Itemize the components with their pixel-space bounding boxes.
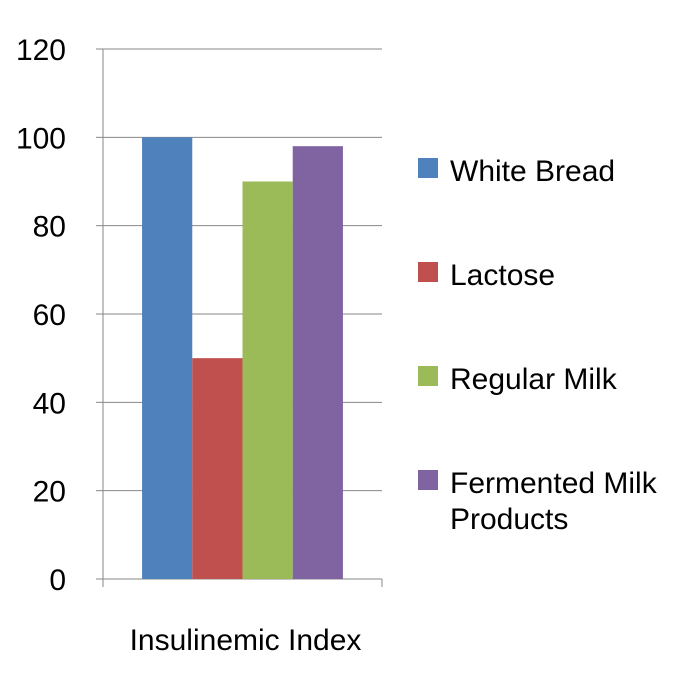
y-tick-label: 100 [16, 122, 66, 155]
y-tick-label: 60 [33, 299, 66, 332]
legend-label-lactose: Lactose [450, 259, 556, 292]
legend-label-white-bread: White Bread [450, 155, 616, 188]
y-tick-label: 80 [33, 211, 66, 244]
legend-swatch-fermented-milk-products [418, 470, 438, 490]
bars [142, 137, 343, 580]
x-axis-category-labels: Insulinemic Index [130, 624, 362, 657]
y-tick-label: 120 [16, 34, 66, 67]
legend-label-fermented-milk-products: Fermented Milk Products [450, 467, 657, 536]
legend-swatch-regular-milk [418, 366, 438, 386]
bar-white-bread [142, 137, 193, 580]
bar-fermented-milk-products [292, 146, 343, 579]
y-tick-label: 0 [49, 564, 66, 597]
legend-swatch-lactose [418, 262, 438, 282]
bar-regular-milk [242, 181, 293, 579]
legend-swatch-white-bread [418, 158, 438, 178]
legend-label-regular-milk: Regular Milk [450, 363, 617, 396]
y-axis-tick-labels: 0 20 40 60 80 100 120 [16, 34, 66, 597]
x-category-label: Insulinemic Index [130, 624, 362, 657]
bar-lactose [192, 358, 243, 579]
y-tick-label: 20 [33, 476, 66, 509]
y-tick-label: 40 [33, 387, 66, 420]
